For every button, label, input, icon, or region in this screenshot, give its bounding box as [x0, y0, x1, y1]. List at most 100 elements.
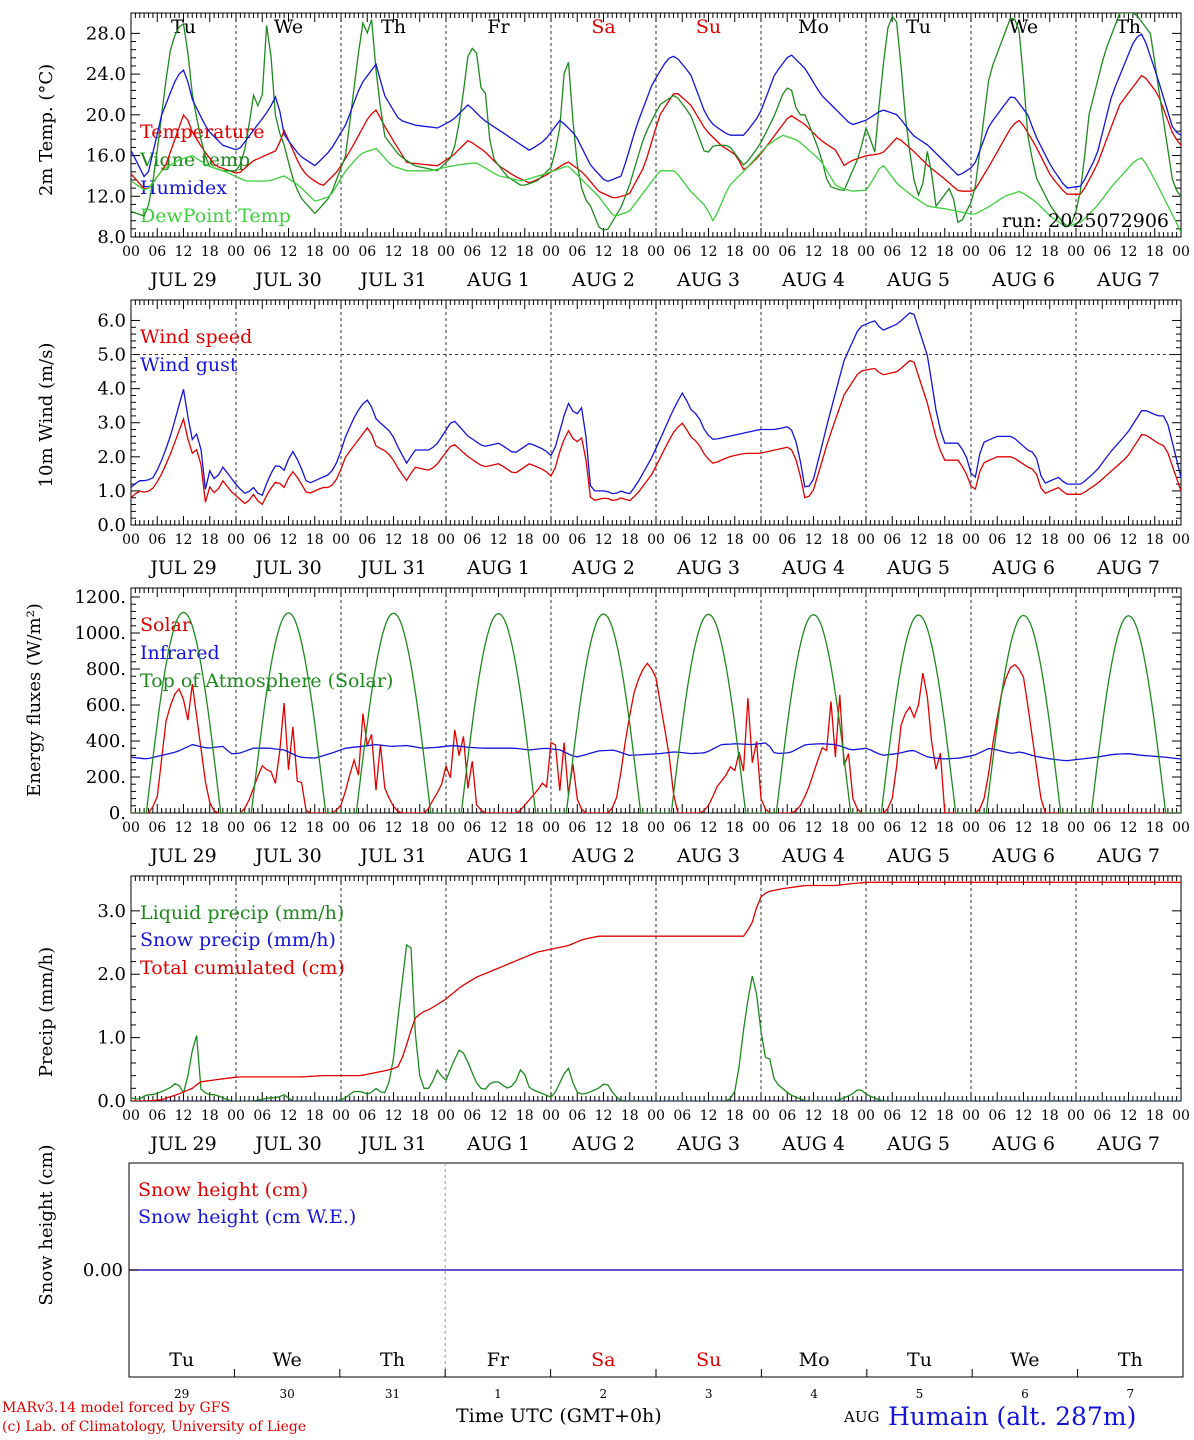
hour-tick-label: 18: [936, 244, 954, 260]
weekday-label: Mo: [798, 16, 829, 38]
y-axis-title: 10m Wind (m/s): [36, 343, 57, 488]
hour-tick-label: 00: [962, 532, 980, 548]
weekday-label: Tu: [906, 16, 931, 38]
day-number: 3: [705, 1387, 713, 1401]
hour-tick-label: 18: [621, 1108, 639, 1124]
hour-tick-label: 00: [857, 532, 875, 548]
hour-tick-label: 12: [175, 244, 193, 260]
hour-tick-label: 06: [673, 1108, 691, 1124]
hour-tick-label: 18: [726, 820, 744, 836]
y-tick-label: 3.0: [97, 901, 126, 922]
hour-tick-label: 12: [490, 244, 508, 260]
day-label: AUG 7: [1096, 269, 1160, 291]
weekday-label: Th: [380, 1349, 405, 1371]
panel-1: 00 06 12 18 JUL 29 00 06 12 18 JUL 30 00 06 12 18 JUL …: [36, 12, 1190, 291]
y-tick-label: 1200.: [74, 587, 126, 608]
y-tick-label: 5.0: [97, 345, 126, 366]
hour-tick-label: 12: [385, 244, 403, 260]
day-label: JUL 29: [148, 1133, 216, 1155]
series-line: [131, 33, 1181, 189]
plot-frame: [130, 299, 1182, 526]
day-label: AUG 2: [571, 557, 635, 579]
hour-tick-label: 18: [201, 532, 219, 548]
day-label: JUL 29: [148, 269, 216, 291]
hour-tick-label: 12: [385, 532, 403, 548]
hour-tick-label: 12: [490, 820, 508, 836]
day-label: AUG 3: [676, 845, 740, 867]
series-line: [131, 359, 1181, 506]
hour-tick-label: 18: [306, 532, 324, 548]
y-tick-label: 0.00: [83, 1260, 123, 1281]
hour-tick-label: 18: [1041, 820, 1059, 836]
y-tick-label: 800.: [86, 659, 126, 680]
series-line: [131, 662, 1181, 813]
hour-tick-label: 00: [227, 244, 245, 260]
hour-tick-label: 00: [647, 532, 665, 548]
hour-tick-label: 18: [1041, 244, 1059, 260]
hour-tick-label: 00: [1172, 244, 1190, 260]
day-label: AUG 1: [466, 1133, 530, 1155]
hour-tick-label: 18: [621, 532, 639, 548]
legend-entry: Snow height (cm): [138, 1179, 308, 1201]
hour-tick-label: 00: [647, 820, 665, 836]
y-tick-label: 0.0: [97, 515, 126, 536]
hour-tick-label: 18: [621, 820, 639, 836]
hour-tick-label: 12: [490, 1108, 508, 1124]
hour-tick-label: 12: [1015, 532, 1033, 548]
day-label: JUL 30: [253, 557, 321, 579]
day-label: JUL 29: [148, 845, 216, 867]
hour-tick-label: 18: [411, 1108, 429, 1124]
hour-tick-label: 00: [332, 532, 350, 548]
hour-tick-label: 18: [831, 244, 849, 260]
series-line: [131, 13, 1181, 231]
weekday-label: Tu: [907, 1349, 932, 1371]
hour-tick-label: 00: [542, 820, 560, 836]
hour-tick-label: 12: [1015, 1108, 1033, 1124]
y-tick-label: 200.: [86, 767, 126, 788]
panel-5: Snow height (cm) Snow height (cm) Snow hei…: [36, 1144, 1184, 1378]
hour-tick-label: 06: [568, 820, 586, 836]
hour-tick-label: 12: [805, 532, 823, 548]
day-label: AUG 3: [676, 557, 740, 579]
hour-tick-label: 06: [358, 532, 376, 548]
hour-tick-label: 06: [1093, 532, 1111, 548]
day-label: JUL 30: [253, 845, 321, 867]
hour-tick-label: 00: [542, 532, 560, 548]
hour-tick-label: 18: [936, 1108, 954, 1124]
hour-tick-label: 12: [280, 244, 298, 260]
hour-tick-label: 12: [595, 244, 613, 260]
weekday-label: Su: [696, 1349, 721, 1371]
hour-tick-label: 00: [1172, 820, 1190, 836]
hour-tick-label: 06: [148, 820, 166, 836]
series-line: [131, 881, 1181, 1101]
hour-tick-label: 00: [1172, 532, 1190, 548]
day-label: AUG 5: [886, 845, 950, 867]
hour-tick-label: 18: [411, 532, 429, 548]
hour-tick-label: 00: [962, 244, 980, 260]
hour-tick-label: 12: [280, 1108, 298, 1124]
day-number: 4: [810, 1387, 818, 1401]
day-label: AUG 4: [781, 557, 845, 579]
hour-tick-label: 00: [857, 1108, 875, 1124]
day-label: JUL 31: [358, 845, 426, 867]
hour-tick-label: 18: [1146, 1108, 1164, 1124]
hour-tick-label: 00: [122, 532, 140, 548]
legend-entry: Temperature: [140, 121, 264, 143]
hour-tick-label: 06: [988, 532, 1006, 548]
y-axis-title: Snow height (cm): [36, 1144, 57, 1305]
station-name: Humain (alt. 287m): [888, 1402, 1137, 1431]
day-label: AUG 6: [991, 1133, 1055, 1155]
weekday-label: Sa: [591, 16, 615, 38]
hour-tick-label: 18: [201, 1108, 219, 1124]
y-tick-label: 6.0: [97, 310, 126, 331]
hour-tick-label: 06: [883, 532, 901, 548]
hour-tick-label: 12: [805, 244, 823, 260]
hour-tick-label: 00: [437, 244, 455, 260]
day-number: 5: [916, 1387, 924, 1401]
hour-tick-label: 00: [647, 1108, 665, 1124]
hour-tick-label: 06: [358, 820, 376, 836]
hour-tick-label: 18: [1146, 244, 1164, 260]
day-label: AUG 4: [781, 269, 845, 291]
weekday-label: We: [274, 16, 303, 38]
